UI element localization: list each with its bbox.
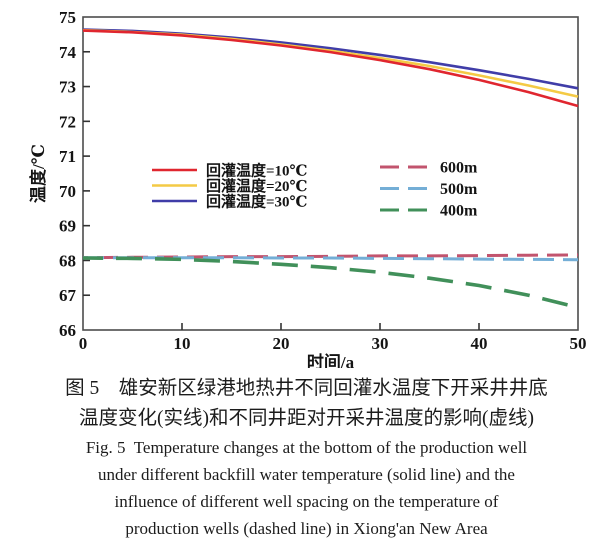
x-tick-label: 10 [174, 334, 191, 353]
y-tick-label: 70 [59, 182, 76, 201]
plot-border [82, 16, 579, 331]
caption-cn-line2: 温度变化(实线)和不同井距对开采井温度的影响(虚线) [79, 408, 534, 429]
legend-label-spacing-500m: 500m [440, 181, 478, 198]
legend-label-backfill-30c: 回灌温度=30℃ [206, 193, 308, 211]
y-axis-label: 温度/℃ [28, 144, 48, 203]
y-tick-label: 69 [59, 217, 76, 236]
legend-label-spacing-400m: 400m [440, 203, 478, 220]
series-line-spacing-500m [83, 256, 579, 262]
caption-en-line2: under different backfill water temperatu… [98, 465, 515, 484]
y-tick-label: 75 [59, 8, 76, 27]
y-tick-label: 72 [59, 112, 76, 131]
figure-caption: 图 5 雄安新区绿港地热井不同回灌水温度下开采井井底 温度变化(实线)和不同井距… [0, 374, 613, 542]
caption-en-line4: production wells (dashed line) in Xiong'… [125, 519, 488, 538]
x-tick-label: 50 [570, 334, 587, 353]
legend-label-spacing-600m: 600m [440, 160, 478, 177]
y-tick-label: 74 [59, 43, 77, 62]
y-tick-label: 73 [59, 78, 76, 97]
y-tick-label: 71 [59, 147, 76, 166]
series-line-backfill-10c [82, 29, 579, 108]
x-tick-label: 20 [273, 334, 290, 353]
y-tick-label: 68 [59, 251, 76, 270]
x-tick-label: 40 [471, 334, 488, 353]
legend-label-backfill-10c: 回灌温度=10℃ [206, 162, 308, 180]
chart-area: 66 67 68 69 70 71 72 73 74 75 0 10 20 30 40 50 时间/a 温度/℃ 回… [28, 8, 587, 368]
legend-label-backfill-20c: 回灌温度=20℃ [206, 177, 308, 195]
series-line-spacing-400m [82, 256, 579, 310]
y-tick-label: 66 [59, 321, 76, 340]
caption-en-line1: Fig. 5 Temperature changes at the bottom… [85, 438, 528, 457]
temperature-chart: 66 67 68 69 70 71 72 73 74 75 0 10 20 30 40 50 时间/a 温度/℃ 回… [28, 8, 587, 368]
series-line-spacing-600m [82, 253, 579, 260]
x-tick-label: 0 [79, 334, 88, 353]
y-tick-label: 67 [59, 286, 77, 305]
x-axis-label: 时间/a [307, 352, 355, 368]
x-tick-label: 30 [372, 334, 389, 353]
caption-cn-line1: 图 5 雄安新区绿港地热井不同回灌水温度下开采井井底 [65, 378, 548, 399]
caption-en-line3: influence of different well spacing on t… [114, 492, 499, 511]
